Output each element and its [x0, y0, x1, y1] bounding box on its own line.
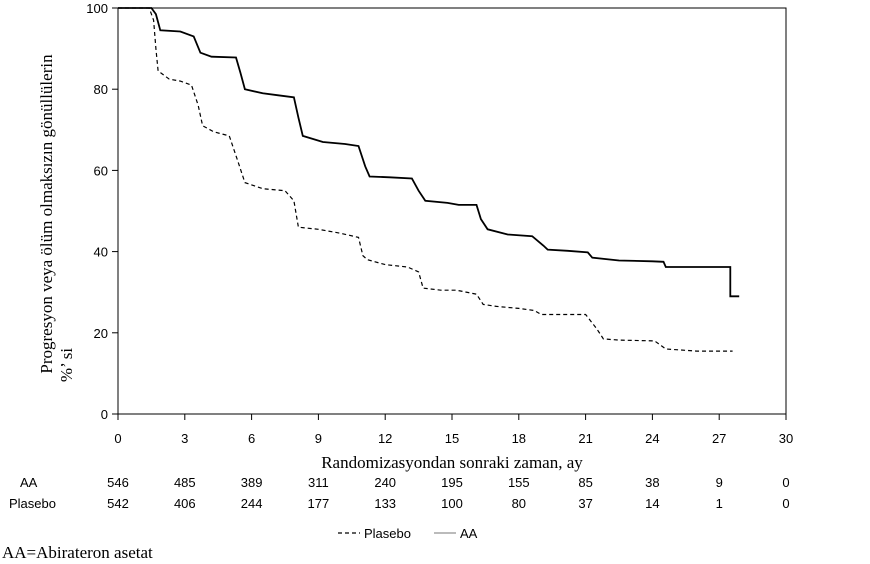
risk-cell: 240 — [374, 475, 396, 490]
x-tick-label: 24 — [645, 431, 659, 446]
y-axis-title-line1: Progresyon veya ölüm olmaksızın gönüllül… — [37, 54, 56, 374]
risk-cell: 542 — [107, 496, 129, 511]
legend-label-plasebo: Plasebo — [364, 526, 411, 541]
risk-cell: 9 — [716, 475, 723, 490]
x-tick-label: 6 — [248, 431, 255, 446]
risk-cell: 38 — [645, 475, 659, 490]
risk-row-label: Plasebo — [9, 496, 56, 511]
x-tick-label: 30 — [779, 431, 793, 446]
risk-cell: 1 — [716, 496, 723, 511]
x-tick-label: 12 — [378, 431, 392, 446]
risk-cell: 133 — [374, 496, 396, 511]
plot-frame — [117, 7, 787, 415]
risk-cell: 389 — [241, 475, 263, 490]
x-tick-label: 18 — [512, 431, 526, 446]
risk-cell: 155 — [508, 475, 530, 490]
risk-row-label: AA — [20, 475, 38, 490]
x-tick-label: 9 — [315, 431, 322, 446]
y-tick-label: 40 — [94, 245, 108, 260]
risk-cell: 195 — [441, 475, 463, 490]
risk-cell: 244 — [241, 496, 263, 511]
x-tick-label: 27 — [712, 431, 726, 446]
y-tick-label: 60 — [94, 163, 108, 178]
series-line-aa — [118, 7, 740, 298]
x-tick-label: 15 — [445, 431, 459, 446]
axis-ticks: 0 3 6 9 12 15 18 21 24 27 30 0 20 40 60 80 100 — [86, 1, 793, 446]
risk-cell: 0 — [782, 475, 789, 490]
legend-label-aa: AA — [460, 526, 478, 541]
y-tick-label: 0 — [101, 407, 108, 422]
risk-cell: 406 — [174, 496, 196, 511]
x-tick-label: 21 — [578, 431, 592, 446]
x-axis-title: Randomizasyondan sonraki zaman, ay — [321, 453, 583, 472]
risk-cell: 0 — [782, 496, 789, 511]
survival-curves — [118, 7, 740, 352]
legend: Plasebo AA — [338, 526, 478, 541]
y-tick-label: 20 — [94, 326, 108, 341]
risk-cell: 85 — [578, 475, 592, 490]
risk-cell: 100 — [441, 496, 463, 511]
risk-cell: 80 — [512, 496, 526, 511]
risk-cell: 311 — [308, 475, 329, 490]
y-tick-label: 80 — [94, 82, 108, 97]
y-tick-label: 100 — [86, 1, 108, 16]
footnote: AA=Abirateron asetat — [2, 543, 153, 562]
risk-cell: 546 — [107, 475, 129, 490]
x-tick-label: 0 — [114, 431, 121, 446]
risk-cell: 485 — [174, 475, 196, 490]
x-tick-label: 3 — [181, 431, 188, 446]
risk-cell: 14 — [645, 496, 659, 511]
series-line-plasebo — [118, 7, 733, 352]
risk-cell: 37 — [578, 496, 592, 511]
y-axis-title-line2: %’ si — [57, 348, 76, 382]
risk-cell: 177 — [308, 496, 330, 511]
